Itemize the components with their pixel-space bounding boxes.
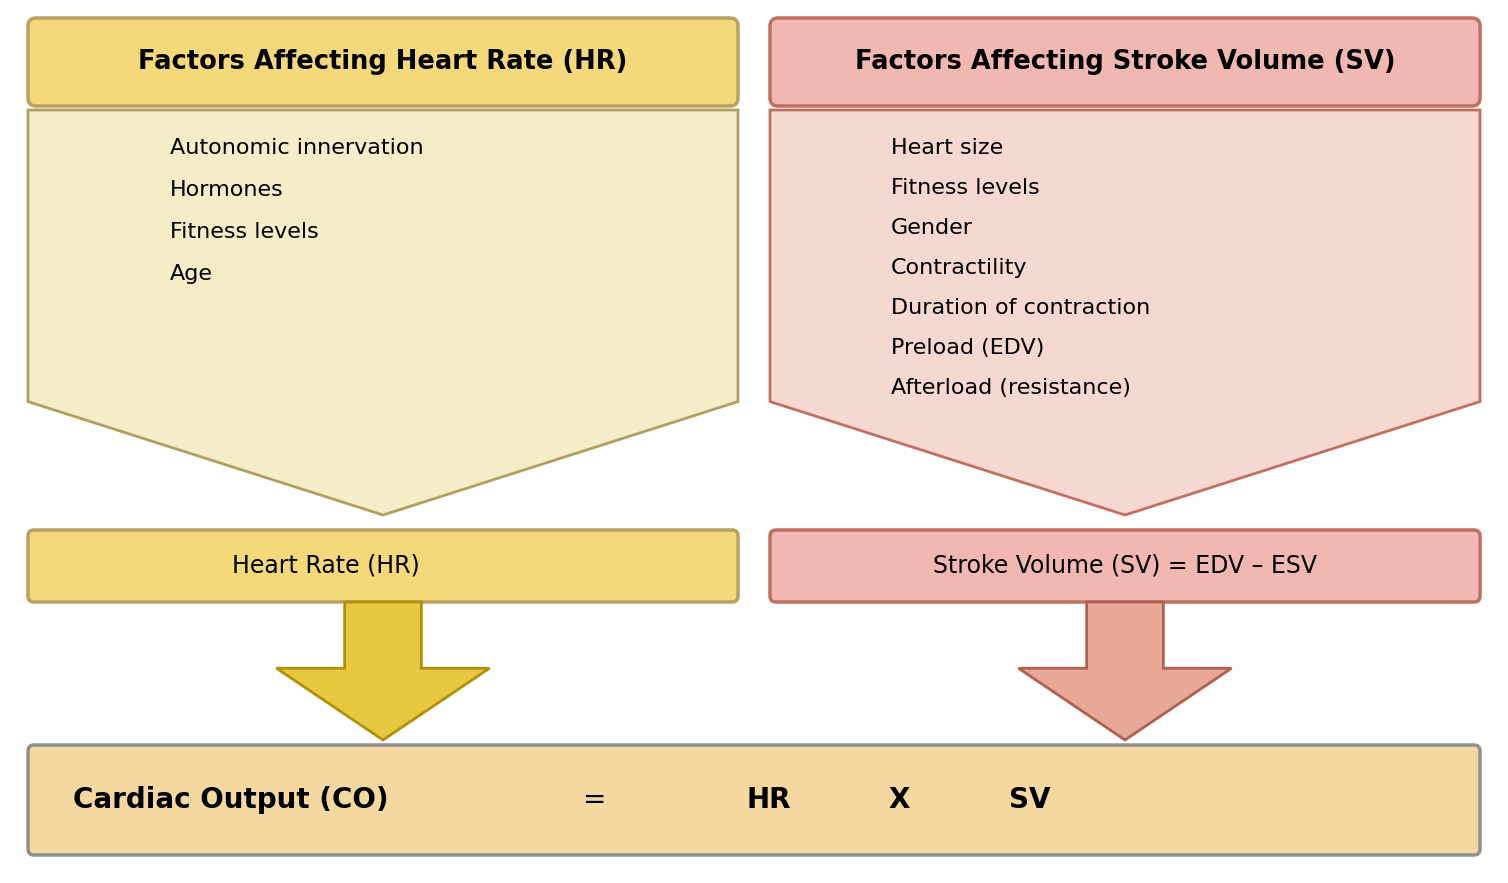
Polygon shape	[1018, 602, 1232, 740]
Text: Gender: Gender	[891, 218, 973, 238]
Text: Factors Affecting Stroke Volume (SV): Factors Affecting Stroke Volume (SV)	[855, 49, 1395, 75]
Text: Factors Affecting Heart Rate (HR): Factors Affecting Heart Rate (HR)	[139, 49, 627, 75]
Text: SV: SV	[1009, 786, 1051, 814]
FancyBboxPatch shape	[771, 18, 1479, 106]
Text: Contractility: Contractility	[891, 258, 1027, 278]
Text: Duration of contraction: Duration of contraction	[891, 298, 1151, 318]
Text: Age: Age	[170, 264, 213, 284]
Text: Fitness levels: Fitness levels	[891, 178, 1039, 198]
Text: Hormones: Hormones	[170, 180, 284, 200]
Text: =: =	[582, 786, 606, 814]
Text: Stroke Volume (SV) = EDV – ESV: Stroke Volume (SV) = EDV – ESV	[933, 554, 1316, 578]
Text: X: X	[888, 786, 909, 814]
Text: Afterload (resistance): Afterload (resistance)	[891, 378, 1131, 398]
Text: Autonomic innervation: Autonomic innervation	[170, 138, 424, 158]
Text: Preload (EDV): Preload (EDV)	[891, 338, 1044, 358]
Text: Heart size: Heart size	[891, 138, 1003, 158]
Polygon shape	[29, 110, 737, 515]
Text: HR: HR	[746, 786, 790, 814]
Text: Fitness levels: Fitness levels	[170, 222, 318, 242]
Polygon shape	[276, 602, 490, 740]
Text: Cardiac Output (CO): Cardiac Output (CO)	[74, 786, 389, 814]
FancyBboxPatch shape	[771, 530, 1479, 602]
FancyBboxPatch shape	[29, 745, 1479, 855]
FancyBboxPatch shape	[29, 18, 737, 106]
Text: Heart Rate (HR): Heart Rate (HR)	[232, 554, 421, 578]
FancyBboxPatch shape	[29, 530, 737, 602]
Polygon shape	[771, 110, 1479, 515]
